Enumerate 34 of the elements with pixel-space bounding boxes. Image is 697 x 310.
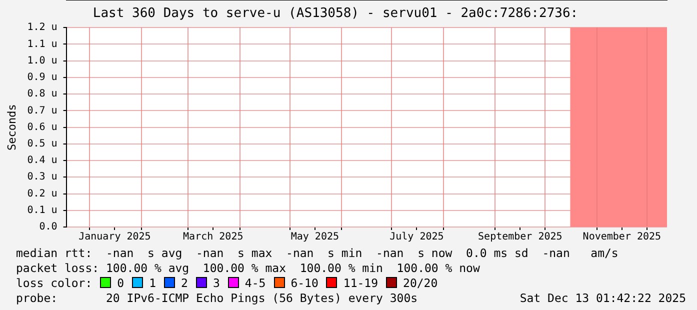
chart-title: Last 360 Days to serve-u (AS13058) - servu01 - 2a0c:7286:2736: bbox=[92, 6, 578, 22]
y-tick-label: 0.1 u bbox=[27, 204, 58, 216]
text: 6-10 bbox=[290, 276, 318, 290]
y-tick-label: 1.2 u bbox=[27, 22, 58, 34]
text: 4-5 bbox=[244, 276, 266, 290]
y-tick-label: 0.4 u bbox=[27, 155, 58, 166]
x-tick-label: November 2025 bbox=[582, 232, 662, 243]
x-tick-label: January 2025 bbox=[78, 232, 151, 243]
y-tick-label: 0.5 u bbox=[27, 138, 58, 150]
y-axis-title: Seconds bbox=[5, 104, 18, 150]
y-tick-label: 0.9 u bbox=[27, 72, 58, 84]
y-tick-label: 1.1 u bbox=[27, 38, 58, 50]
y-tick-label: 0.3 u bbox=[27, 172, 58, 183]
text: probe: 20 IPv6-ICMP Echo Pings (56 Bytes) every 300s bbox=[16, 291, 418, 305]
text: loss color: bbox=[16, 276, 92, 290]
text: 2 bbox=[181, 276, 188, 290]
text: 11-19 bbox=[343, 276, 378, 290]
text: 0 bbox=[117, 276, 124, 290]
text: 20/20 bbox=[403, 276, 438, 290]
text: median rtt: -nan s avg -nan s max -nan s min -nan s now 0.0 ms sd -nan am/s bbox=[16, 246, 618, 260]
y-tick-label: 0.8 u bbox=[27, 88, 58, 100]
text: packet loss: 100.00 % avg 100.00 % max 100.00 % min 100.00 % now bbox=[16, 261, 480, 275]
y-tick-label: 0.2 u bbox=[27, 188, 58, 200]
text: 1 bbox=[149, 276, 156, 290]
x-tick-label: September 2025 bbox=[478, 232, 562, 243]
text: 3 bbox=[212, 276, 220, 290]
y-tick-label: 0.7 u bbox=[27, 105, 58, 116]
x-tick-label: July 2025 bbox=[390, 232, 444, 243]
x-tick-label: March 2025 bbox=[183, 232, 244, 243]
y-tick-label: 1.0 u bbox=[27, 55, 58, 66]
y-tick-label: 0.6 u bbox=[27, 122, 58, 133]
text: Sat Dec 13 01:42:22 2025 bbox=[520, 291, 686, 306]
y-tick-label: 0.0 bbox=[39, 222, 58, 233]
x-tick-label: May 2025 bbox=[290, 232, 340, 243]
